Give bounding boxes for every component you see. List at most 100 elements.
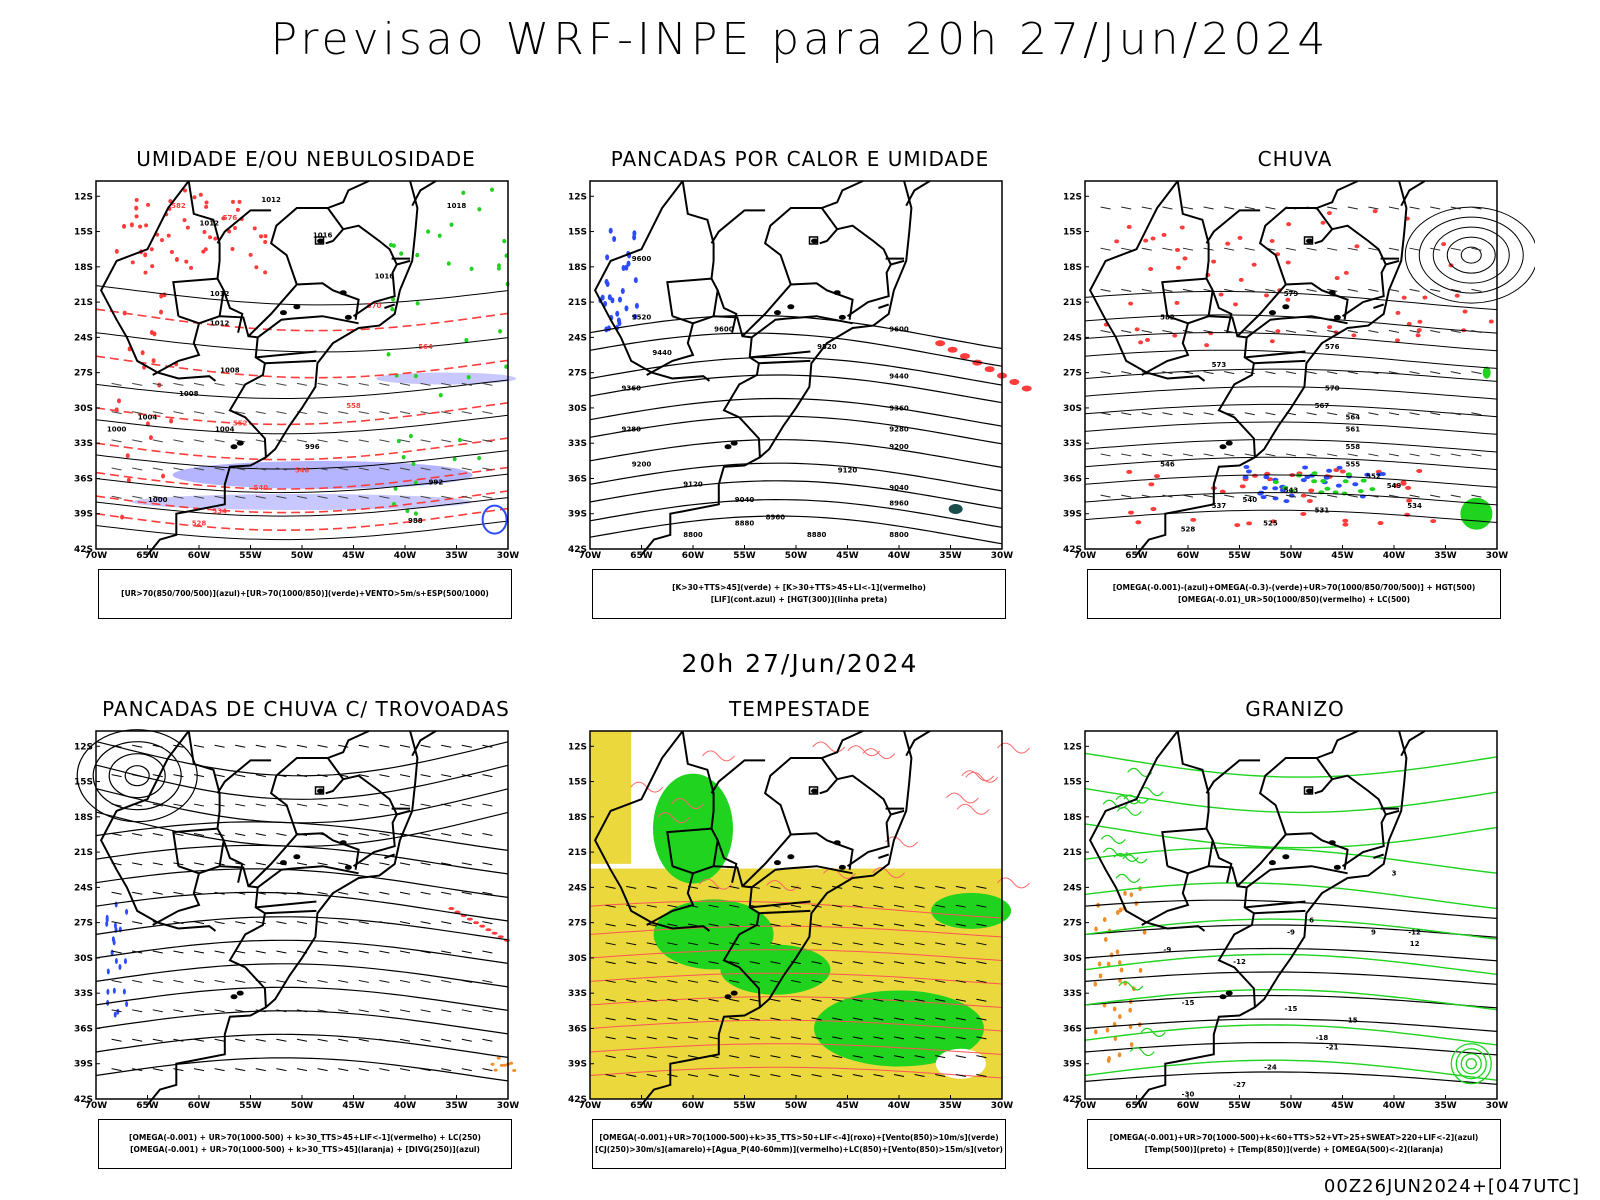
streamline-arrow (400, 951, 410, 953)
streamline-arrow (359, 833, 369, 835)
streamline-arrow (112, 833, 122, 835)
streamline-arrow (276, 833, 286, 835)
orange-omega-cell (1116, 949, 1120, 954)
divergence-blue-cell (125, 1001, 128, 1007)
streamline-arrow (441, 922, 451, 924)
streamline-arrow (359, 1010, 369, 1012)
green-humidity-cell (402, 455, 406, 459)
lat-label: 12S (568, 742, 587, 752)
divergence-blue-cell (114, 1012, 117, 1018)
lat-label: 36S (74, 1024, 93, 1034)
lat-label: 15S (74, 228, 93, 238)
hgt300-contour (590, 399, 1002, 427)
state-border (1207, 210, 1261, 243)
red-omega-cell (1351, 333, 1356, 337)
streamline-arrow (441, 745, 451, 747)
red-thickness-cell (249, 253, 253, 257)
streamline-arrow (482, 863, 492, 865)
blue-omega-cell (1263, 475, 1269, 479)
lif-blue-contour (609, 228, 613, 234)
streamline-arrow (1451, 248, 1461, 250)
lake (293, 304, 300, 309)
divergence-blue-cell (107, 968, 110, 974)
isobar-label: 1004 (215, 425, 235, 433)
streamline-arrow (338, 1069, 348, 1071)
state-border (765, 208, 837, 285)
red-thickness-cell (130, 222, 134, 227)
state-border (1245, 352, 1306, 358)
lon-label: 55W (1228, 551, 1251, 561)
red-omega-cell (1307, 499, 1313, 503)
streamline-arrow (112, 892, 122, 894)
red-omega-cell (1395, 311, 1400, 315)
lon-label: 50W (291, 551, 314, 561)
legend-line: [OMEGA(-0.001)-(azul)+OMEGA(-0.3)-(verde… (1088, 582, 1500, 594)
streamline-arrow (276, 1039, 286, 1041)
streamline-arrow (297, 922, 307, 924)
green-humidity-cell (411, 462, 415, 466)
wind-vector (462, 440, 472, 442)
streamline-arrow (400, 745, 410, 747)
streamline-arrow (194, 1069, 204, 1071)
temp-label: 15 (1348, 1017, 1358, 1025)
streamline-arrow (1410, 207, 1420, 209)
panel-title: PANCADAS POR CALOR E UMIDADE (560, 147, 1040, 171)
orange-omega-cell (1104, 937, 1108, 942)
orange-omega-cell (1106, 1028, 1110, 1033)
lake (1269, 310, 1276, 315)
lat-label: 15S (1063, 228, 1082, 238)
red-omega-cell (1148, 267, 1153, 271)
green-humidity-cell (387, 352, 391, 356)
lake (340, 290, 347, 295)
map-granizo[interactable]: -9 -9 -12 -12 -15 -15 -18 -21 -24 -27 -30 15 12 9 6 3 12… (1055, 723, 1535, 1163)
lon-label: 35W (445, 1101, 468, 1111)
streamline-arrow (235, 833, 245, 835)
lon-label: 70W (1074, 551, 1097, 561)
red-thickness-cell (149, 435, 153, 440)
hgt500-label: 540 (1242, 496, 1257, 504)
streamline-arrow (1410, 413, 1420, 415)
lat-label: 27S (1063, 369, 1082, 379)
red-thickness-cell (189, 266, 193, 270)
map-chuva[interactable]: 582 579 576 573 570 567 564 561 558 555 552 549 546 5… (1055, 173, 1535, 613)
map-tempestade[interactable]: 12S 15S 18S 21S 24S 27S 30S 33S 36S 39S 42S70W 65W 6… (560, 723, 1040, 1163)
cyclone-temp-contour (1466, 1059, 1476, 1069)
map-umidade[interactable]: 1012 1012 1016 1018 1012 1008 1004 1000 996 992 98… (66, 173, 546, 613)
streamline-arrow (194, 804, 204, 806)
streamline-arrow (482, 833, 492, 835)
state-border (878, 305, 888, 309)
state-border (891, 261, 904, 265)
lat-label: 24S (568, 333, 587, 343)
state-border (1178, 181, 1255, 457)
red-instability-area (935, 340, 945, 346)
wind-vector (400, 440, 410, 442)
lake (293, 854, 300, 859)
state-border (765, 758, 837, 835)
streamline-arrow (462, 1069, 472, 1071)
panel-umidade: UMIDADE E/OU NEBULOSIDADE 1012 1012 1016 10… (66, 147, 546, 617)
streamline-arrow (132, 833, 142, 835)
map-trovoadas[interactable]: 12S 15S 18S 21S 24S 27S 30S 33S 36S 39S 42S70W 65W 6… (66, 723, 546, 1163)
green-omega-cell (1358, 489, 1364, 493)
red-thickness-cell (204, 205, 208, 209)
red-omega-cell (1430, 519, 1436, 523)
state-border (153, 323, 199, 375)
streamline-arrow (318, 922, 328, 924)
streamline-arrow (1183, 330, 1193, 332)
lon-label: 45W (836, 1101, 859, 1111)
red-instability-area (1022, 386, 1032, 392)
thickness-label: 546 (295, 467, 310, 475)
wind-vector (112, 468, 122, 470)
red-omega-cell (1275, 329, 1280, 333)
hgt300-label: 8800 (683, 531, 703, 539)
streamline-arrow (1410, 495, 1420, 497)
map-pancadas-calor[interactable]: 9600 9600 9520 9440 9360 9280 9200 9120 9040 8960… (560, 173, 1040, 613)
wind-vector (318, 412, 328, 414)
panel-title: PANCADAS DE CHUVA C/ TROVOADAS (66, 697, 546, 721)
streamline-arrow (421, 892, 431, 894)
red-thickness-cell (182, 218, 186, 222)
streamline-arrow (1183, 248, 1193, 250)
wind-vector (400, 412, 410, 414)
lat-label: 18S (74, 263, 93, 273)
panel-legend: [K>30+TTS>45](verde) + [K>30+TTS>45+LI<-… (592, 569, 1006, 619)
